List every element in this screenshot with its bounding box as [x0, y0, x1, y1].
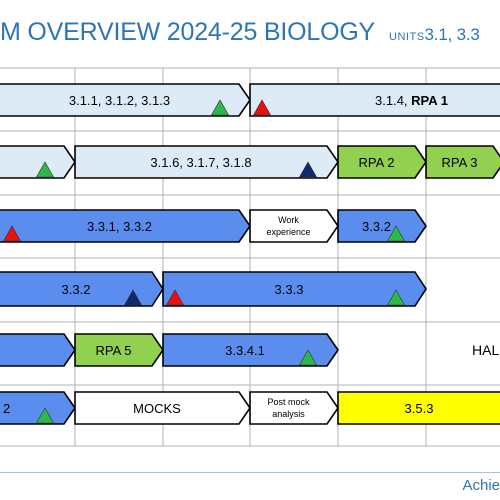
schedule-block	[425, 145, 500, 179]
units-prefix: UNITS	[389, 31, 425, 43]
schedule-block	[0, 391, 76, 425]
assessment-triangle-icon	[386, 225, 406, 242]
schedule-block	[249, 391, 339, 425]
assessment-triangle-icon	[298, 161, 318, 178]
assessment-triangle-icon	[35, 161, 55, 178]
title-text: M OVERVIEW 2024-25 BIOLOGY	[0, 18, 376, 46]
block-label: 2	[3, 401, 10, 416]
block-label: experience	[266, 227, 310, 237]
block-label: RPA 3	[442, 155, 478, 170]
schedule-block	[162, 271, 427, 307]
schedule-block	[337, 391, 500, 425]
schedule-block	[74, 145, 339, 179]
footer-text: Achie	[462, 477, 500, 494]
schedule-block	[249, 83, 500, 117]
block-label: Post mock	[267, 397, 310, 407]
schedule-block	[337, 145, 427, 179]
block-label: 3.1.4, RPA 1	[375, 93, 448, 108]
block-label: Work	[278, 215, 299, 225]
assessment-triangle-icon	[123, 289, 143, 306]
schedule-block	[249, 209, 339, 243]
start-triangle-icon	[252, 99, 272, 116]
schedule-block	[0, 333, 76, 367]
block-label: RPA 5	[96, 343, 132, 358]
block-label: analysis	[272, 409, 305, 419]
half-term-label: HAL	[472, 342, 499, 358]
schedule-block	[74, 391, 251, 425]
start-triangle-icon	[165, 289, 185, 306]
page-title: M OVERVIEW 2024-25 BIOLOGY UNITS3.1, 3.3	[0, 18, 480, 52]
schedule-block	[74, 333, 164, 367]
schedule-block	[0, 145, 76, 179]
block-label: 3.1.1, 3.1.2, 3.1.3	[69, 93, 170, 108]
assessment-triangle-icon	[35, 407, 55, 424]
schedule-block	[0, 271, 164, 307]
block-label: 3.3.3	[275, 282, 304, 297]
assessment-triangle-icon	[210, 99, 230, 116]
block-label: 3.3.2	[62, 282, 91, 297]
footer: Achie	[0, 472, 500, 500]
schedule-block	[0, 83, 251, 117]
block-label: RPA 2	[359, 155, 395, 170]
units-value: 3.1, 3.3	[424, 25, 480, 44]
footer-divider	[0, 472, 500, 473]
assessment-triangle-icon	[386, 289, 406, 306]
block-label: 3.3.2	[362, 219, 391, 234]
schedule-block	[162, 333, 339, 367]
block-label: MOCKS	[133, 401, 181, 416]
block-label: 3.1.6, 3.1.7, 3.1.8	[150, 155, 251, 170]
block-label-bold: RPA 1	[411, 93, 448, 108]
start-triangle-icon	[2, 225, 22, 242]
schedule-block	[337, 209, 427, 243]
block-label: 3.3.1, 3.3.2	[87, 219, 152, 234]
assessment-triangle-icon	[298, 349, 318, 366]
block-label: 3.5.3	[405, 401, 434, 416]
schedule-block	[0, 209, 251, 243]
block-label: 3.3.4.1	[225, 343, 265, 358]
